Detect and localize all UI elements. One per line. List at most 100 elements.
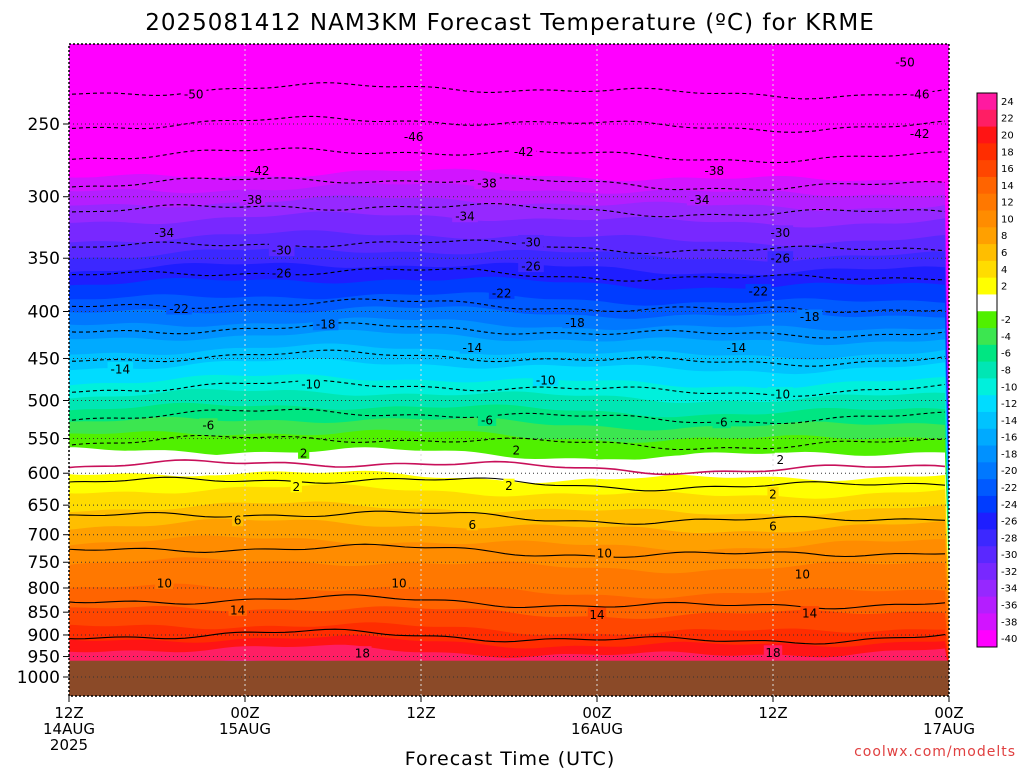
- contour-label: -38: [477, 177, 497, 191]
- contour-label: 6: [469, 518, 477, 532]
- contour-label: 2: [300, 446, 308, 460]
- colorbar-label: 10: [1001, 214, 1014, 225]
- y-tick-label: 400: [28, 302, 60, 322]
- contour-label: 10: [795, 567, 810, 581]
- contour-label-bg: [701, 163, 728, 177]
- contour-labels: -50 -50 -46 -46 -42 -42 -42 -38 -38 -38 -34 -34 -34 -…: [107, 54, 933, 661]
- colorbar-label: 16: [1001, 164, 1014, 175]
- colorbar-swatch: [977, 109, 997, 128]
- x-tick-label: 14AUG: [43, 720, 95, 738]
- contour-label-bg: [767, 519, 779, 533]
- y-tick-label: 1000: [17, 668, 60, 688]
- contour-label-bg: [723, 340, 750, 354]
- x-tick-label: 12Z: [406, 704, 435, 722]
- contour-label: 2: [777, 453, 785, 467]
- contour-label-bg: [510, 144, 537, 158]
- contour-label: -30: [272, 244, 292, 258]
- y-tick-label: 900: [28, 626, 60, 646]
- credit-text: coolwx.com/modelts: [854, 744, 1016, 760]
- colorbar-swatch: [977, 428, 997, 447]
- contour-label-bg: [166, 301, 192, 315]
- y-tick-label: 950: [28, 648, 60, 668]
- colorbar-swatch: [977, 294, 997, 312]
- x-tick-label: 16AUG: [571, 720, 623, 738]
- colorbar-swatch: [977, 143, 997, 161]
- colorbar-label: 24: [1001, 97, 1014, 108]
- colorbar-swatch: [977, 126, 997, 144]
- contour-label: -10: [301, 378, 321, 392]
- contour-label: -26: [771, 252, 791, 266]
- colorbar-swatch: [977, 93, 997, 111]
- contour-label-bg: [488, 286, 515, 300]
- colorbar-swatch: [977, 462, 997, 480]
- contour-label: -18: [565, 316, 585, 330]
- contour-label: -22: [169, 302, 189, 316]
- contour-label: 6: [234, 514, 242, 528]
- colorbar-label: 8: [1001, 231, 1007, 242]
- colorbar-swatch: [977, 311, 997, 329]
- contour-label: 2: [513, 443, 521, 457]
- contour-label: 2: [505, 479, 513, 493]
- colorbar-label: -18: [1001, 449, 1017, 460]
- contour-line: [69, 459, 946, 476]
- contour-label-bg: [767, 225, 794, 239]
- y-tick-label: 350: [28, 249, 60, 269]
- contour-label: -46: [910, 88, 930, 102]
- contour-label: 10: [597, 547, 612, 561]
- colorbar-swatch: [977, 411, 997, 430]
- contour-line: [69, 239, 946, 255]
- colorbar-swatch: [977, 277, 997, 295]
- colorbar-label: 2: [1001, 282, 1007, 293]
- contour-label: -26: [521, 260, 541, 274]
- x-tick-label: 2025: [50, 736, 88, 754]
- contour-label-bg: [155, 575, 174, 589]
- colorbar-label: 6: [1001, 248, 1007, 259]
- contour-label-bg: [459, 340, 486, 354]
- colorbar-label: -30: [1001, 550, 1017, 561]
- contour-label-bg: [298, 445, 310, 459]
- colorbar-swatch: [977, 445, 997, 463]
- contour-lines: [69, 82, 946, 645]
- contour-label: -10: [771, 388, 791, 402]
- contour-label: -34: [155, 226, 175, 240]
- contour-label: 14: [802, 607, 817, 621]
- y-tick-label: 450: [28, 349, 60, 369]
- contour-label: -14: [463, 341, 483, 355]
- colorbar-swatch: [977, 546, 997, 564]
- grid-lines: [69, 44, 949, 696]
- colorbar-swatch: [977, 227, 997, 245]
- colorbar-label: -40: [1001, 634, 1017, 645]
- plot-frame: [68, 43, 950, 697]
- contour-line: [69, 349, 946, 367]
- contour-label-bg: [232, 513, 244, 527]
- contour-label-bg: [686, 192, 713, 206]
- contour-label: -38: [705, 164, 725, 178]
- contour-label: -14: [727, 341, 747, 355]
- contour-label: 2: [293, 480, 301, 494]
- colorbar-label: -26: [1001, 517, 1017, 528]
- contour-label-bg: [774, 452, 786, 466]
- contour-label-bg: [793, 566, 812, 580]
- y-tick-label: 750: [28, 553, 60, 573]
- contour-label: -18: [316, 318, 336, 332]
- colorbar-swatch: [977, 160, 997, 178]
- contour-label-bg: [466, 517, 478, 531]
- contour-label: -34: [690, 193, 710, 207]
- contour-label: 18: [765, 646, 780, 660]
- contour-label: 14: [230, 603, 245, 617]
- x-tick-label: 00Z: [230, 704, 259, 722]
- contour-line: [69, 628, 946, 645]
- contour-line: [69, 203, 946, 218]
- contour-label-bg: [400, 129, 427, 143]
- contour-label-bg: [767, 486, 779, 500]
- contour-label-bg: [800, 606, 819, 620]
- contour-line: [69, 147, 946, 164]
- y-tick-label: 550: [28, 430, 60, 450]
- contour-label-bg: [906, 126, 933, 140]
- colorbar-border: [976, 92, 998, 648]
- contour-label-bg: [562, 315, 588, 329]
- colorbar-swatch: [977, 210, 997, 228]
- colorbar-swatch: [977, 260, 997, 279]
- contour-line: [69, 543, 946, 558]
- contour-label-bg: [532, 373, 559, 387]
